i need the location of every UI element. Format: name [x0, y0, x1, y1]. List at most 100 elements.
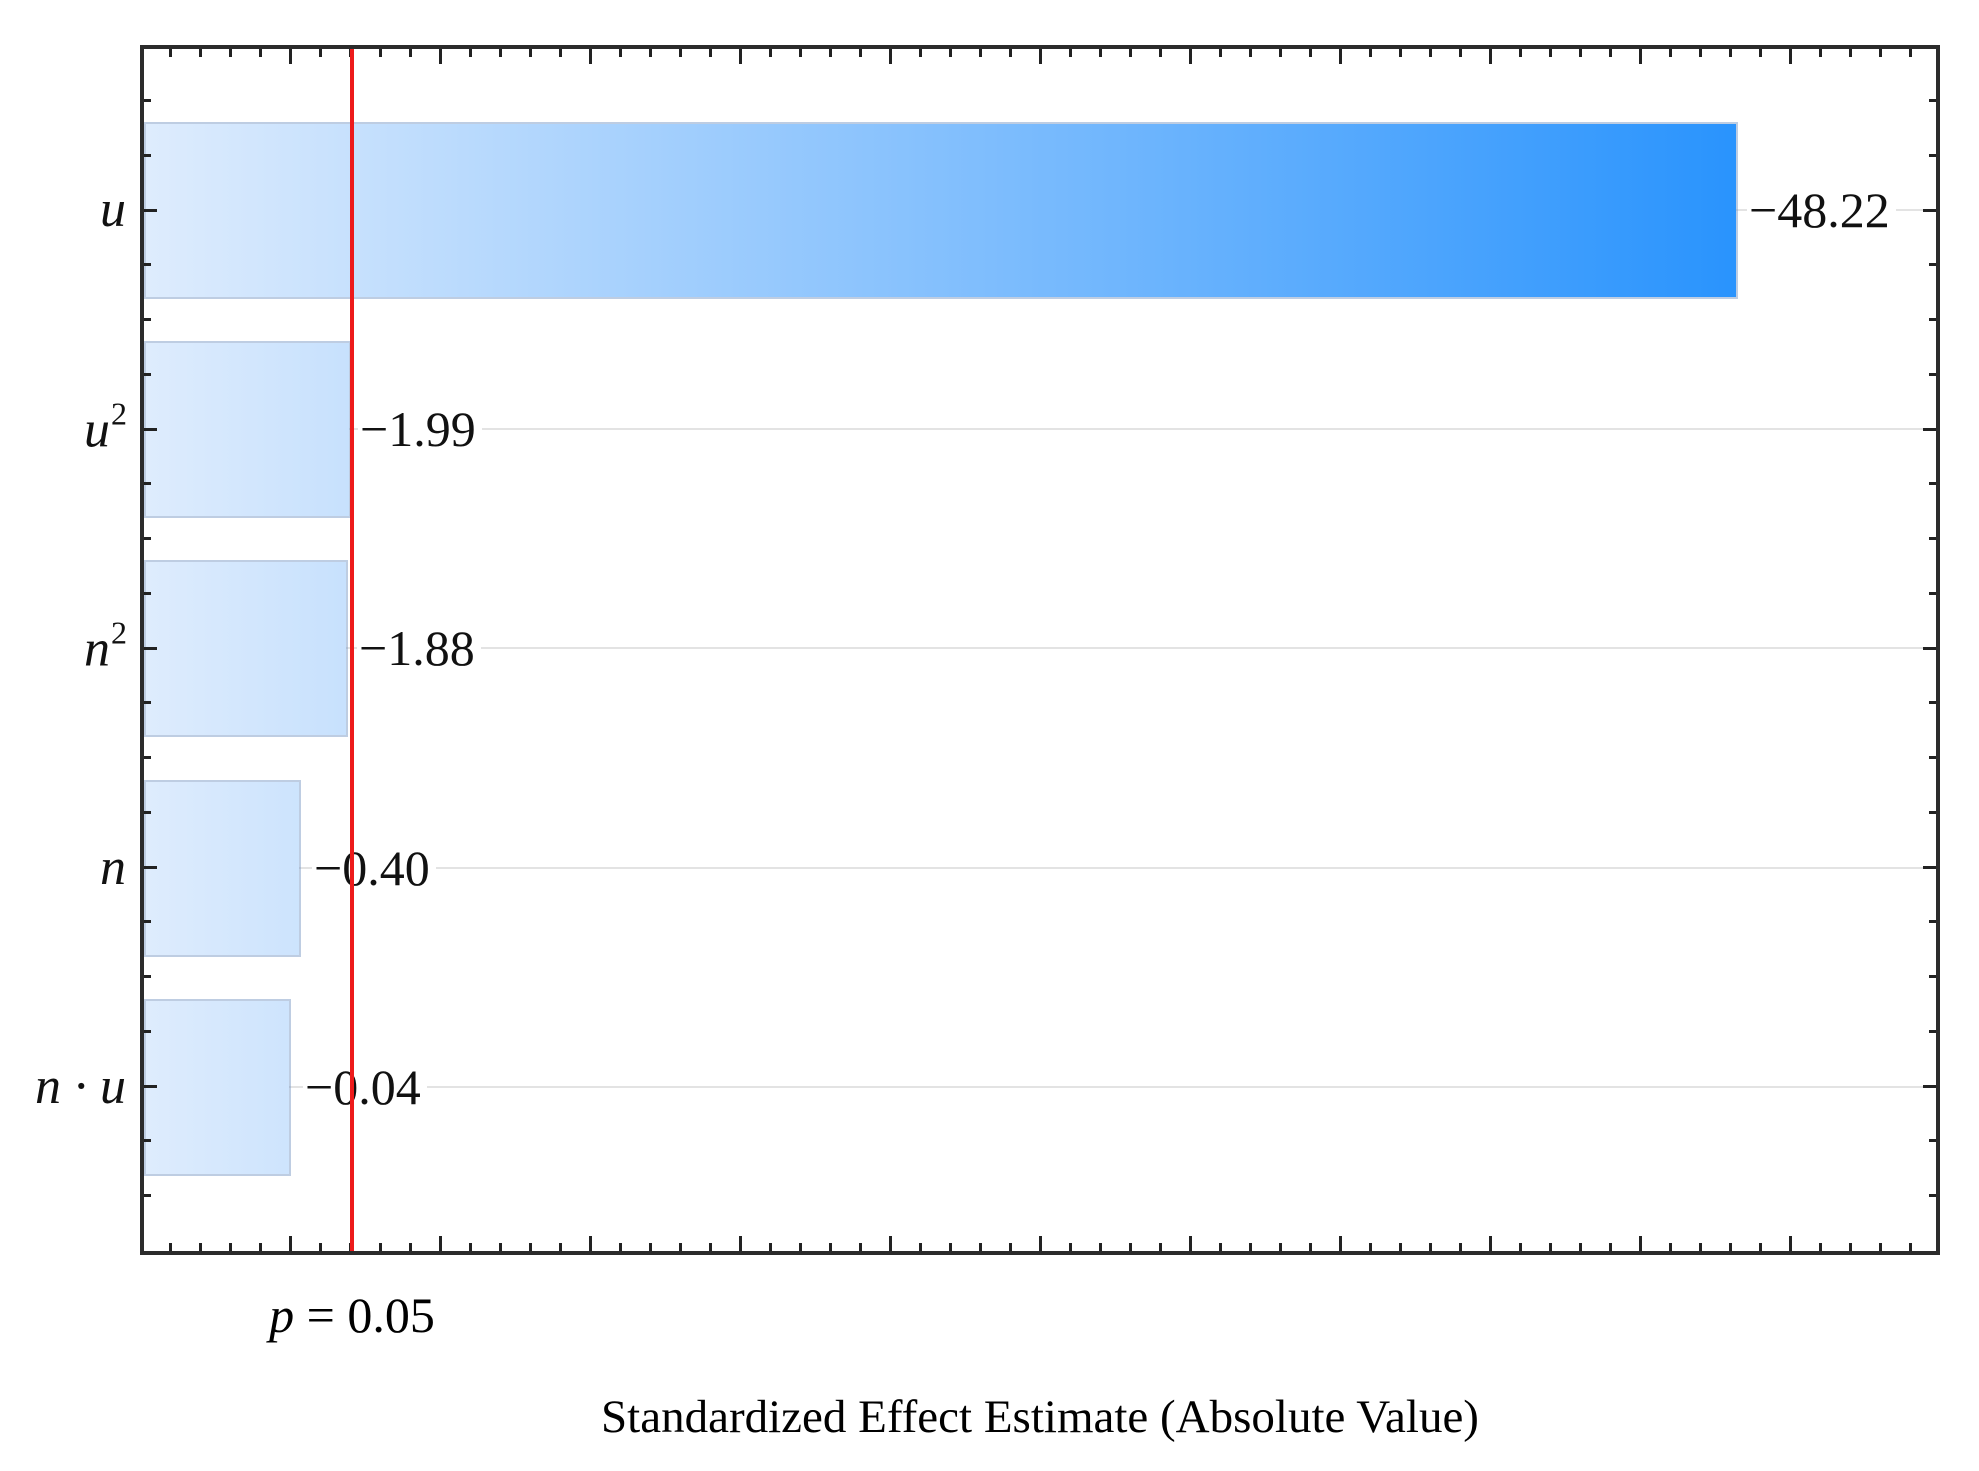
- x-minor-tick-bottom: [618, 1243, 622, 1251]
- x-minor-tick-bottom: [528, 1243, 532, 1251]
- x-major-tick-bottom: [588, 1236, 592, 1251]
- bar-value-label: −0.04: [303, 1061, 427, 1114]
- x-minor-tick-top: [1698, 49, 1702, 57]
- x-minor-tick-top: [258, 49, 262, 57]
- x-minor-tick-top: [798, 49, 802, 57]
- bar-value-label: −0.40: [312, 842, 436, 895]
- x-minor-tick-bottom: [1518, 1243, 1522, 1251]
- x-minor-tick-bottom: [858, 1243, 862, 1251]
- x-minor-tick-top: [708, 49, 712, 57]
- x-minor-tick-top: [1518, 49, 1522, 57]
- x-major-tick-top: [438, 49, 442, 64]
- x-minor-tick-top: [1278, 49, 1282, 57]
- significance-line-label: p = 0.05: [269, 1288, 435, 1343]
- y-minor-tick-right: [1929, 1194, 1936, 1197]
- category-label-text: n · u: [35, 1058, 126, 1115]
- bar-u: [144, 121, 1738, 299]
- x-minor-tick-top: [1218, 49, 1222, 57]
- y-minor-tick-right: [1929, 318, 1936, 321]
- x-minor-tick-top: [618, 49, 622, 57]
- x-minor-tick-bottom: [1068, 1243, 1072, 1251]
- x-minor-tick-bottom: [708, 1243, 712, 1251]
- x-minor-tick-top: [1608, 49, 1612, 57]
- y-minor-tick-right: [1929, 591, 1936, 595]
- x-minor-tick-top: [768, 49, 772, 57]
- x-minor-tick-top: [1428, 49, 1432, 57]
- bar-n2: [144, 559, 348, 737]
- x-minor-tick-bottom: [1818, 1243, 1822, 1251]
- y-minor-tick-right: [1929, 1029, 1936, 1033]
- x-major-tick-top: [1788, 49, 1792, 64]
- y-minor-tick-left: [144, 263, 151, 267]
- y-minor-tick-right: [1929, 263, 1936, 267]
- y-minor-tick-left: [144, 318, 151, 321]
- x-major-tick-bottom: [1488, 1236, 1492, 1251]
- x-minor-tick-top: [1068, 49, 1072, 57]
- y-minor-tick-right: [1929, 1139, 1936, 1143]
- x-minor-tick-top: [228, 49, 232, 57]
- x-major-tick-bottom: [438, 1236, 442, 1251]
- x-minor-tick-bottom: [1698, 1243, 1702, 1251]
- y-minor-tick-right: [1929, 756, 1936, 759]
- x-minor-tick-top: [408, 49, 412, 57]
- x-minor-tick-top: [1908, 49, 1912, 57]
- y-minor-tick-left: [144, 1029, 151, 1033]
- x-minor-tick-bottom: [1428, 1243, 1432, 1251]
- x-minor-tick-bottom: [408, 1243, 412, 1251]
- y-minor-tick-left: [144, 537, 151, 540]
- x-minor-tick-top: [978, 49, 982, 57]
- x-minor-tick-top: [1398, 49, 1402, 57]
- category-label: n: [0, 842, 126, 894]
- y-major-tick-left: [144, 1084, 157, 1088]
- x-major-tick-bottom: [1188, 1236, 1192, 1251]
- x-minor-tick-top: [468, 49, 472, 57]
- y-minor-tick-left: [144, 810, 151, 814]
- x-minor-tick-top: [498, 49, 502, 57]
- y-minor-tick-left: [144, 701, 151, 705]
- x-minor-tick-bottom: [1548, 1243, 1552, 1251]
- x-major-tick-bottom: [1788, 1236, 1792, 1251]
- x-minor-tick-bottom: [468, 1243, 472, 1251]
- x-major-tick-bottom: [1638, 1236, 1642, 1251]
- y-major-tick-left: [144, 427, 157, 431]
- x-minor-tick-top: [1098, 49, 1102, 57]
- x-minor-tick-bottom: [1458, 1243, 1462, 1251]
- x-minor-tick-bottom: [258, 1243, 262, 1251]
- bar-value-label: −1.99: [358, 403, 482, 456]
- category-label: u: [0, 184, 126, 236]
- x-minor-tick-bottom: [378, 1243, 382, 1251]
- y-minor-tick-right: [1929, 482, 1936, 486]
- category-label-text: u: [100, 181, 126, 238]
- y-minor-tick-left: [144, 756, 151, 759]
- x-major-tick-top: [1188, 49, 1192, 64]
- y-minor-tick-left: [144, 975, 151, 978]
- x-minor-tick-top: [918, 49, 922, 57]
- x-minor-tick-bottom: [1878, 1243, 1882, 1251]
- x-minor-tick-bottom: [1758, 1243, 1762, 1251]
- x-minor-tick-bottom: [318, 1243, 322, 1251]
- x-major-tick-bottom: [288, 1236, 292, 1251]
- x-minor-tick-top: [1728, 49, 1732, 57]
- x-axis-title: Standardized Effect Estimate (Absolute V…: [601, 1391, 1479, 1443]
- y-major-tick-left: [144, 865, 157, 869]
- x-minor-tick-bottom: [1308, 1243, 1312, 1251]
- x-minor-tick-bottom: [1578, 1243, 1582, 1251]
- significance-reference-line: [350, 49, 354, 1251]
- x-major-tick-top: [288, 49, 292, 64]
- x-minor-tick-top: [1128, 49, 1132, 57]
- x-minor-tick-top: [198, 49, 202, 57]
- x-minor-tick-top: [378, 49, 382, 57]
- category-label: n · u: [0, 1061, 126, 1113]
- x-minor-tick-top: [558, 49, 562, 57]
- x-major-tick-top: [738, 49, 742, 64]
- x-minor-tick-bottom: [1098, 1243, 1102, 1251]
- y-minor-tick-right: [1929, 701, 1936, 705]
- y-minor-tick-right: [1929, 810, 1936, 814]
- x-minor-tick-bottom: [1248, 1243, 1252, 1251]
- x-minor-tick-bottom: [198, 1243, 202, 1251]
- x-minor-tick-top: [948, 49, 952, 57]
- x-minor-tick-bottom: [498, 1243, 502, 1251]
- p-value-text: = 0.05: [294, 1287, 435, 1343]
- x-minor-tick-top: [1578, 49, 1582, 57]
